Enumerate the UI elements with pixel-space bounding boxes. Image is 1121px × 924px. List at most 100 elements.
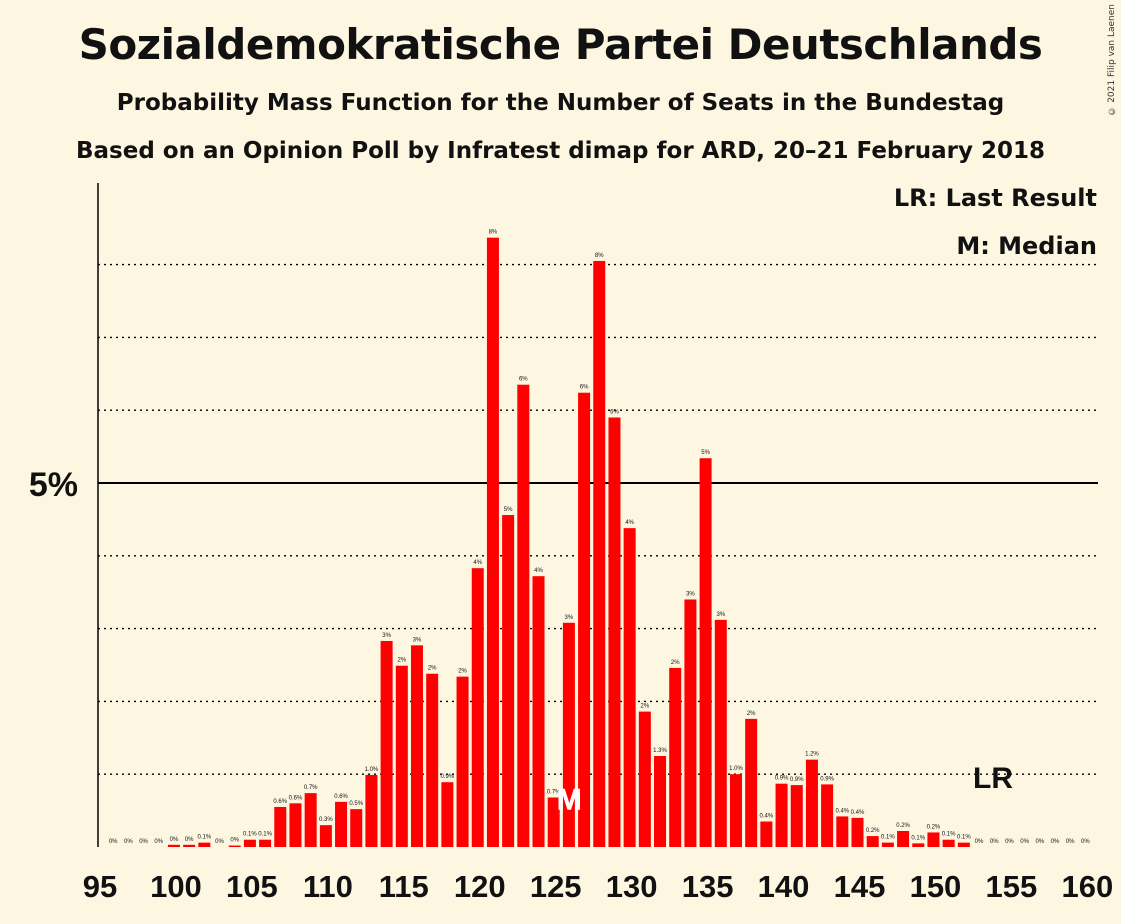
bar (608, 417, 621, 847)
bar-value-label: 2% (397, 658, 406, 664)
bar (319, 825, 332, 847)
bar (183, 844, 196, 847)
x-tick-label: 135 (682, 869, 734, 904)
bar-value-label: 0% (1005, 839, 1014, 845)
bar (502, 515, 515, 847)
chart-source: Based on an Opinion Poll by Infratest di… (76, 138, 1045, 164)
bar (881, 842, 894, 847)
bar (441, 782, 454, 847)
bar-value-label: 0.1% (911, 835, 925, 841)
bar (198, 842, 211, 847)
bar-value-label: 0% (109, 839, 118, 845)
bar (335, 801, 348, 847)
bar-value-label: 0.4% (760, 814, 774, 820)
bar (897, 830, 910, 847)
x-tick-label: 160 (1061, 869, 1113, 904)
bar-value-label: 1.0% (729, 766, 743, 772)
bar-value-label: 2% (428, 666, 437, 672)
bar-value-label: 0.6% (289, 795, 303, 801)
bar (243, 839, 256, 847)
bar-value-label: 2% (671, 660, 680, 666)
bar (942, 839, 955, 847)
bar (760, 821, 773, 847)
bar-value-label: 0% (230, 838, 239, 844)
bar (912, 843, 925, 847)
chart-subtitle: Probability Mass Function for the Number… (116, 90, 1005, 116)
x-tick-label: 110 (303, 869, 353, 904)
bar-value-label: 0% (124, 839, 133, 845)
bar (866, 836, 879, 847)
x-tick-label: 95 (83, 869, 117, 904)
bar (593, 260, 606, 848)
bar-value-label: 0.7% (547, 789, 561, 795)
bar (654, 756, 667, 847)
bar-value-label: 0.7% (304, 785, 318, 791)
bar-value-label: 0.9% (441, 774, 455, 780)
bar-value-label: 0% (215, 839, 224, 845)
bar-value-label: 0.2% (896, 823, 910, 829)
y-tick-label: 5% (29, 466, 78, 504)
bar (486, 237, 499, 847)
bar-value-label: 6% (610, 409, 619, 415)
bar (578, 392, 591, 847)
bar-value-label: 0% (975, 839, 984, 845)
bar-value-label: 1.0% (365, 767, 379, 773)
bar-value-label: 3% (413, 637, 422, 643)
median-marker: M (557, 783, 582, 816)
bar-value-label: 2% (747, 711, 756, 717)
bar-value-label: 0% (1066, 839, 1075, 845)
bar-value-label: 0.6% (334, 794, 348, 800)
bar (547, 797, 560, 847)
bar-value-label: 5% (504, 507, 513, 513)
bar (957, 842, 970, 847)
bar (699, 458, 712, 847)
bar-value-label: 0.9% (775, 776, 789, 782)
bar (274, 806, 287, 847)
x-tick-label: 115 (379, 869, 429, 904)
bar-value-label: 0% (1051, 839, 1060, 845)
bar-value-label: 3% (565, 615, 574, 621)
bar-value-label: 0.4% (835, 808, 849, 814)
bar (745, 718, 758, 847)
bar (259, 839, 272, 847)
bar (350, 809, 363, 847)
bar-value-label: 1.2% (805, 752, 819, 758)
bar-value-label: 0.2% (866, 828, 880, 834)
bar-value-label: 0.1% (942, 832, 956, 838)
bar (426, 673, 439, 847)
bar-value-label: 0.1% (197, 835, 211, 841)
bar (395, 665, 408, 847)
bar-value-label: 2% (458, 669, 467, 675)
x-tick-label: 125 (530, 869, 582, 904)
bar (562, 622, 575, 847)
bar (851, 817, 864, 847)
bar (456, 676, 469, 847)
bar-value-label: 0% (1035, 839, 1044, 845)
bar-value-label: 0.6% (273, 799, 287, 805)
x-tick-label: 105 (226, 869, 278, 904)
bar (638, 711, 651, 847)
bar (805, 759, 818, 847)
bar (821, 784, 834, 847)
bar-value-label: 0.9% (820, 776, 834, 782)
bar-value-label: 0.3% (319, 817, 333, 823)
bar-value-label: 4% (534, 568, 543, 574)
bar-value-label: 0.1% (881, 835, 895, 841)
bar-value-label: 8% (595, 253, 604, 259)
bar-value-label: 0.2% (927, 824, 941, 830)
bar (410, 645, 423, 847)
bar (714, 619, 727, 847)
bar (365, 774, 378, 847)
x-tick-label: 150 (910, 869, 962, 904)
bar-value-label: 8% (489, 230, 498, 236)
bar (775, 783, 788, 847)
last-result-marker: LR (973, 762, 1013, 795)
bar-value-label: 2% (641, 704, 650, 710)
bar (228, 845, 241, 847)
bar (729, 774, 742, 847)
bar (380, 640, 393, 847)
legend-last-result: LR: Last Result (893, 184, 1097, 212)
bar (532, 576, 545, 847)
bar (927, 832, 940, 847)
